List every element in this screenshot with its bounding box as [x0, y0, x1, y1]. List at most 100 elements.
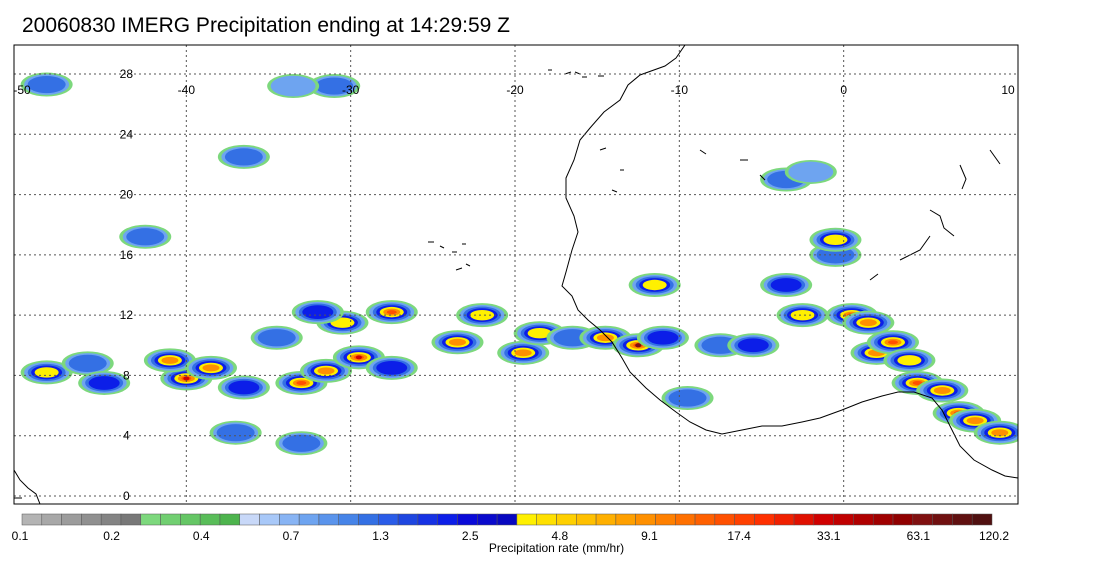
- colorbar-swatch: [754, 513, 775, 526]
- precip-cell: [217, 375, 270, 400]
- colorbar-swatch: [773, 513, 795, 526]
- lat-label: 8: [123, 368, 130, 382]
- precip-cell: [217, 144, 270, 169]
- colorbar-swatch: [199, 513, 221, 526]
- precip-cell: [20, 360, 73, 385]
- colorbar-swatch: [912, 513, 933, 526]
- colorbar-swatch: [81, 513, 102, 526]
- precip-cell: [267, 74, 320, 99]
- lat-label: 0: [123, 489, 130, 503]
- colorbar-swatch: [41, 513, 62, 526]
- colorbar-swatch: [853, 513, 874, 526]
- precip-contour: [355, 355, 362, 360]
- precip-contour: [216, 424, 255, 442]
- precip-cell: [973, 420, 1018, 445]
- precip-contour: [448, 338, 466, 346]
- precip-contour: [88, 376, 120, 390]
- precip-contour: [514, 349, 532, 357]
- colorbar-tick: 17.4: [727, 529, 751, 543]
- colorbar-swatch: [615, 513, 636, 526]
- axis-labels: -50 -40 -30 -20 -10 0 10 28 24 20 16 12 8 4 0: [13, 67, 1015, 503]
- precip-contour: [635, 343, 642, 348]
- precip-cell: [727, 333, 780, 358]
- precip-cell: [184, 355, 237, 380]
- colorbar-swatch: [952, 513, 973, 526]
- precip-contour: [966, 417, 984, 425]
- precip-cell: [497, 340, 550, 365]
- precip-cell: [431, 330, 484, 355]
- precip-contour: [257, 329, 296, 347]
- precip-contour: [224, 148, 263, 166]
- colorbar-label: Precipitation rate (mm/hr): [488, 541, 625, 555]
- precip-cell: [916, 378, 969, 403]
- lon-label: -20: [506, 83, 524, 97]
- colorbar-swatch: [457, 513, 478, 526]
- colorbar-swatch: [793, 513, 815, 526]
- colorbar-swatch: [675, 513, 696, 526]
- colorbar-tick-labels: 0.1 0.2 0.4 0.7 1.3 2.5 4.8 9.1 17.4 33.1 63.1 120.…: [12, 529, 1010, 543]
- colorbar-swatch: [734, 513, 755, 526]
- lon-label: 0: [840, 83, 847, 97]
- precip-cell: [628, 273, 681, 297]
- colorbar-swatch: [576, 513, 597, 526]
- colorbar-swatch: [536, 513, 557, 526]
- precip-cell: [809, 227, 862, 252]
- colorbar-swatch: [100, 513, 122, 526]
- precip-cell: [456, 303, 509, 328]
- precip-contour: [788, 161, 834, 183]
- lat-label: 12: [120, 308, 134, 322]
- colorbar-swatch: [932, 513, 953, 526]
- precip-contour: [296, 380, 307, 385]
- colorbar-swatch: [160, 513, 181, 526]
- colorbar-swatch: [892, 513, 914, 526]
- lon-label: -40: [178, 83, 196, 97]
- precip-contour: [228, 380, 260, 395]
- precipitation-layer: [20, 72, 1018, 456]
- west-africa-coastline: [561, 45, 1018, 479]
- colorbar-swatch: [358, 513, 379, 526]
- precip-contour: [386, 310, 397, 315]
- lat-label: 4: [123, 429, 130, 443]
- precip-cell: [291, 300, 344, 325]
- lon-label: -50: [13, 83, 31, 97]
- precip-cell: [119, 224, 172, 249]
- colorbar-swatch: [338, 513, 359, 526]
- precip-contour: [790, 309, 815, 321]
- colorbar-swatch: [595, 513, 617, 526]
- precip-contour: [27, 75, 66, 94]
- precip-contour: [317, 367, 335, 375]
- precip-cell: [365, 300, 418, 325]
- colorbar-swatch: [833, 513, 854, 526]
- colorbar-tick: 33.1: [817, 529, 841, 543]
- lon-label: -30: [342, 83, 360, 97]
- colorbar-swatch: [397, 513, 419, 526]
- precip-contour: [912, 380, 923, 385]
- precip-contour: [859, 319, 877, 327]
- colorbar-tick: 0.7: [283, 529, 300, 543]
- precip-contour: [302, 305, 334, 320]
- precip-cell: [784, 159, 837, 184]
- colorbar-swatch: [180, 513, 201, 526]
- cape-verde-islands: [428, 241, 471, 271]
- precip-contour: [34, 367, 59, 378]
- lat-label: 16: [120, 248, 134, 262]
- precip-cell: [20, 72, 73, 97]
- lon-label: -10: [671, 83, 689, 97]
- colorbar-swatch: [259, 513, 280, 526]
- colorbar-tick: 0.4: [193, 529, 210, 543]
- precip-cell: [61, 351, 114, 376]
- inland-lakes-1: [599, 147, 1001, 281]
- lon-label: 10: [1001, 83, 1015, 97]
- precip-cell: [78, 370, 131, 395]
- colorbar-swatch: [61, 513, 82, 526]
- colorbar-swatch: [813, 513, 834, 526]
- precip-contour: [376, 360, 408, 375]
- precip-contour: [126, 228, 165, 246]
- colorbar-swatch: [318, 513, 339, 526]
- precip-cell: [636, 325, 689, 350]
- colorbar-tick: 9.1: [641, 529, 658, 543]
- colorbar-swatch: [120, 513, 142, 526]
- precip-contour: [897, 355, 922, 366]
- precip-contour: [270, 75, 316, 97]
- colorbar-swatch: [298, 513, 320, 526]
